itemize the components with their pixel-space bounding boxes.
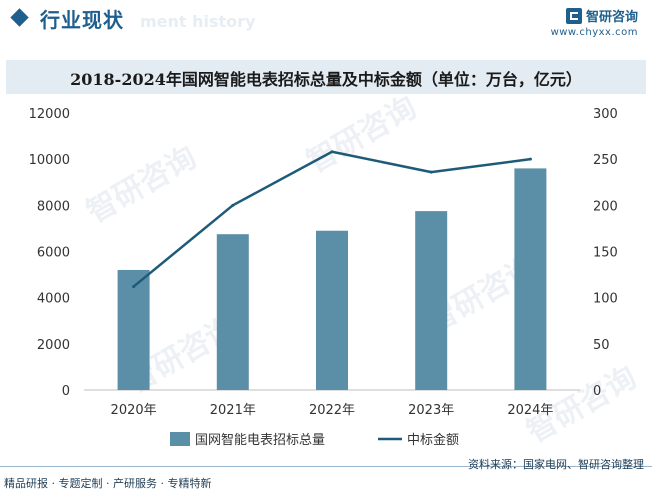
- x-tick-label: 2024年: [507, 403, 553, 418]
- legend-label-bar: 国网智能电表招标总量: [195, 433, 325, 448]
- y-left-tick-label: 12000: [29, 107, 70, 122]
- bar: [415, 211, 448, 390]
- combo-chart: 0 2000 4000 6000 8000 10000 12000 0 50 100 150 200 2…: [29, 107, 618, 448]
- source-note: 资料来源：国家电网、智研咨询整理: [468, 458, 644, 471]
- x-tick-label: 2023年: [408, 403, 454, 418]
- chart-title-bar: 2018-2024年国网智能电表招标总量及中标金额（单位：万台，亿元）: [6, 60, 646, 94]
- section-title: 行业现状: [40, 8, 124, 32]
- legend-swatch-bar: [170, 432, 190, 446]
- y-right-tick-label: 50: [593, 338, 610, 353]
- page-footer: 精品研报 · 专题定制 · 产研服务 · 专精特新 资料来源：国家电网、智研咨询…: [0, 458, 652, 498]
- y-right-tick-label: 300: [593, 107, 618, 122]
- y-left-tick-label: 2000: [37, 338, 70, 353]
- footer-tagline: 精品研报 · 专题定制 · 产研服务 · 专精特新: [4, 477, 212, 490]
- y-right-tick-label: 250: [593, 153, 618, 168]
- y-right-tick-label: 200: [593, 199, 618, 214]
- legend-label-line: 中标金额: [407, 432, 459, 448]
- line-point: [132, 285, 136, 289]
- line-point: [231, 203, 235, 207]
- y-left-tick-label: 4000: [37, 292, 70, 307]
- chart-title: 2018-2024年国网智能电表招标总量及中标金额（单位：万台，亿元）: [70, 70, 582, 89]
- x-tick-label: 2020年: [111, 403, 157, 418]
- y-left-tick-label: 6000: [37, 246, 70, 261]
- y-left-tick-label: 10000: [29, 153, 70, 168]
- header-watermark-text: ment history: [140, 12, 256, 31]
- brand-logo-icon: [565, 7, 582, 24]
- line-point: [528, 157, 532, 161]
- page-header: 行业现状 ment history 智研咨询 www.chyxx.com: [0, 0, 652, 42]
- bar: [514, 168, 547, 390]
- y-right-tick-label: 100: [593, 292, 618, 307]
- brand-name: 智研咨询: [585, 10, 638, 25]
- x-tick-label: 2022年: [309, 403, 355, 418]
- bar: [316, 230, 348, 390]
- line-point: [429, 170, 433, 174]
- y-right-tick-label: 0: [593, 384, 601, 399]
- bar: [117, 269, 150, 390]
- brand: 智研咨询 www.chyxx.com: [551, 6, 638, 38]
- line-point: [330, 150, 334, 154]
- bar: [216, 234, 249, 390]
- y-left-tick-label: 8000: [37, 199, 70, 214]
- y-right-tick-label: 150: [593, 246, 618, 261]
- brand-url: www.chyxx.com: [550, 27, 638, 38]
- x-tick-label: 2021年: [210, 403, 256, 418]
- y-left-tick-label: 0: [62, 384, 70, 399]
